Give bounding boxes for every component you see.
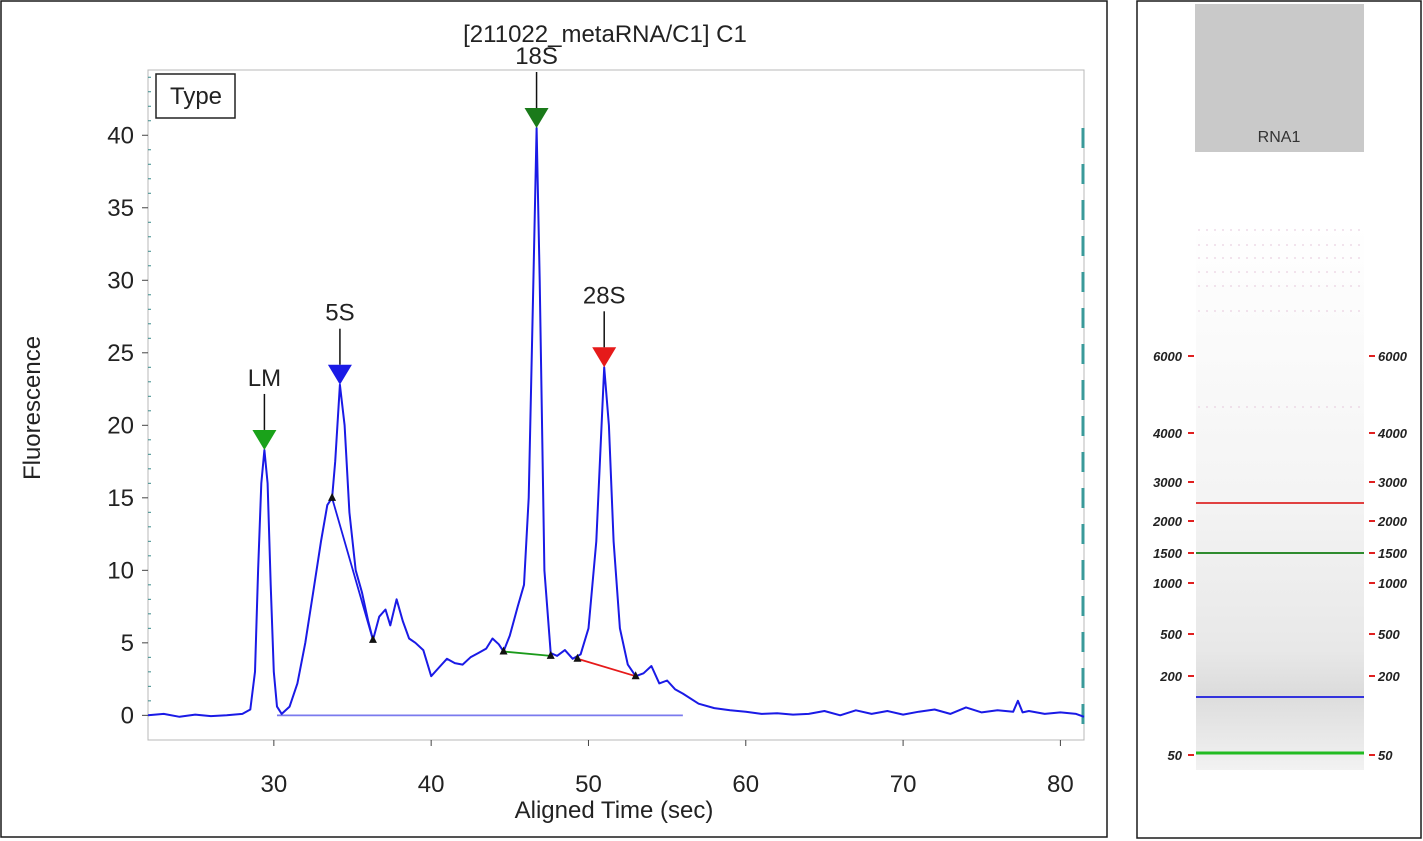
peak-annotations: LM 5S 18S 28S [248, 43, 626, 450]
ladder-label-left: 1500 [1153, 546, 1183, 561]
ladder-label-right: 200 [1377, 669, 1400, 684]
ladder-label-left: 3000 [1153, 475, 1183, 490]
ladder-label-left: 1000 [1153, 576, 1183, 591]
boundary-marker [499, 646, 508, 655]
gel-lane [1196, 225, 1364, 770]
x-tick-label: 30 [260, 771, 287, 798]
ladder-marks-right: 6000 4000 3000 2000 1500 1000 500 200 50 [1369, 349, 1408, 763]
faint-upper-bands [1198, 229, 1362, 408]
peak-triangle [252, 429, 277, 450]
y-tick-label: 10 [107, 557, 134, 584]
type-legend-box[interactable]: Type [155, 73, 236, 119]
gel-image-panel: RNA1 6000 4000 3000 2000 1500 1000 500 200 50 60… [1136, 0, 1422, 839]
ladder-label-right: 500 [1378, 627, 1400, 642]
baseline-segment [577, 657, 636, 678]
y-tick-label: 15 [107, 485, 134, 512]
ladder-label-left: 200 [1159, 669, 1182, 684]
x-tick-label: 60 [732, 771, 759, 798]
ladder-label-right: 2000 [1377, 514, 1408, 529]
peak-triangle [327, 364, 352, 385]
ladder-label-right: 1500 [1378, 546, 1408, 561]
boundary-marker [573, 653, 582, 662]
chart-title: [211022_metaRNA/C1] C1 [463, 21, 747, 48]
plot-area [147, 69, 1085, 741]
electropherogram-chart: [211022_metaRNA/C1] C1 0510152025303540 … [0, 0, 1108, 838]
peak-triangle [524, 108, 549, 129]
boundary-marker [546, 650, 555, 659]
peak-label: 5S [325, 300, 354, 327]
peak-boundary-markers [328, 492, 640, 680]
y-tick-label: 40 [107, 122, 134, 149]
ladder-label-left: 4000 [1152, 426, 1183, 441]
boundary-marker [631, 671, 640, 680]
y-tick-label: 25 [107, 340, 134, 367]
lane-label-box: RNA1 [1195, 4, 1364, 152]
x-axis: 30 40 50 60 70 80 [260, 740, 1074, 798]
y-axis-label: Fluorescence [19, 336, 46, 480]
ladder-label-left: 2000 [1152, 514, 1183, 529]
ladder-label-right: 3000 [1378, 475, 1408, 490]
y-axis: 0 5 10 15 20 25 30 35 40 [107, 76, 151, 729]
x-axis-label: Aligned Time (sec) [515, 797, 714, 824]
ladder-label-right: 4000 [1377, 426, 1408, 441]
baseline-segment [503, 650, 551, 657]
fluorescence-trace [147, 127, 1085, 718]
y-tick-label: 5 [121, 630, 134, 657]
boundary-marker [328, 492, 337, 501]
ladder-label-left: 50 [1168, 748, 1183, 763]
lane-label: RNA1 [1258, 129, 1301, 146]
gel-bands [1196, 502, 1364, 755]
ladder-label-right: 50 [1378, 748, 1393, 763]
ladder-label-right: 1000 [1378, 576, 1408, 591]
y-tick-label: 30 [107, 267, 134, 294]
boundary-marker [368, 634, 377, 643]
peak-triangle [592, 347, 617, 368]
x-tick-label: 50 [575, 771, 602, 798]
ladder-label-left: 6000 [1153, 349, 1183, 364]
x-tick-label: 40 [418, 771, 445, 798]
y-tick-label: 35 [107, 195, 134, 222]
ladder-label-right: 6000 [1378, 349, 1408, 364]
ladder-marks-left: 6000 4000 3000 2000 1500 1000 500 200 50 [1152, 349, 1194, 763]
y-tick-label: 20 [107, 412, 134, 439]
peak-label: LM [248, 365, 281, 392]
peak-label: 28S [583, 282, 626, 309]
peak-label: 18S [515, 43, 558, 70]
y-tick-label: 0 [121, 702, 134, 729]
x-tick-label: 80 [1047, 771, 1074, 798]
ladder-label-left: 500 [1160, 627, 1182, 642]
x-tick-label: 70 [890, 771, 917, 798]
type-legend-label: Type [170, 83, 222, 110]
